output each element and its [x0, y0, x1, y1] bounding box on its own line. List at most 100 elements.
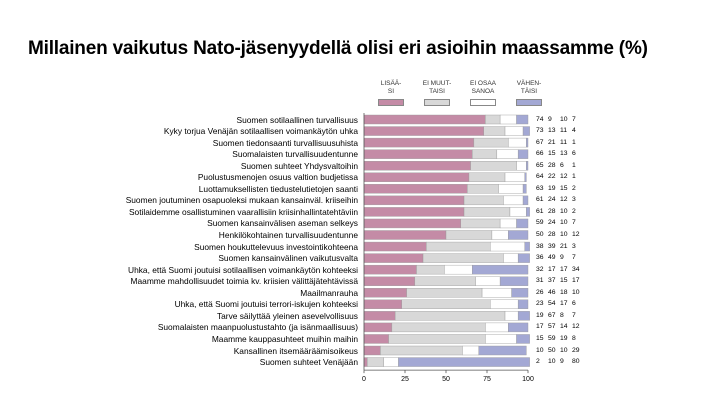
category-label: Suomen sotilaallinen turvallisuus: [236, 114, 358, 125]
bar-segment: [517, 149, 529, 159]
data-label: 9: [548, 115, 552, 123]
category-label: Maamme mahdollisuudet toimia kv. kriisie…: [130, 276, 358, 287]
data-label: 63: [536, 184, 544, 192]
data-label: 49: [548, 254, 556, 262]
bar-segment: [491, 230, 509, 240]
data-label: 10: [560, 219, 568, 227]
data-label: 10: [548, 358, 556, 366]
bar-segment: [422, 253, 504, 263]
bar-segment: [508, 322, 529, 333]
bar-segment: [363, 253, 424, 263]
bar-segment: [363, 172, 470, 182]
category-label: Maailmanrauha: [300, 287, 358, 298]
category-label: Kyky torjua Venäjän sotilaallisen voiman…: [163, 126, 358, 137]
data-label: 28: [548, 161, 556, 169]
data-label: 73: [536, 127, 544, 135]
bar-segment: [463, 207, 511, 217]
value-row: 23 54 17 6: [536, 300, 576, 307]
category-label: Suomen kansainvälisen aseman selkeys: [207, 218, 358, 229]
data-label: 65: [536, 161, 544, 169]
bar-segment: [499, 218, 517, 229]
data-label: 12: [560, 173, 568, 181]
category-label: Suomen tiedonsaanti turvallisuusuhista: [212, 137, 358, 148]
data-label: 1: [572, 173, 576, 181]
value-row: 61 28 10 2: [536, 208, 576, 215]
bar-segment: [522, 126, 530, 136]
bar-segment: [383, 357, 399, 367]
bar-segment: [496, 149, 519, 159]
bar-segment: [380, 345, 463, 356]
data-label: 3: [572, 242, 576, 250]
category-label: Tarve säilyttää yleinen asevelvollisuus: [216, 310, 358, 321]
bar-segment: [509, 207, 527, 217]
category-label: Sotilaidemme osallistuminen vaarallisiin…: [128, 206, 358, 217]
x-tick-label: 25: [401, 376, 409, 383]
bar-segment: [472, 149, 498, 159]
data-label: 29: [572, 346, 580, 354]
bar-segment: [363, 241, 427, 252]
data-label: 38: [536, 242, 544, 250]
bar-segment: [526, 207, 530, 217]
legend-item: VÄHEN- TÄISI: [507, 79, 551, 106]
legend-swatch: [378, 99, 404, 106]
bar-segment: [485, 334, 517, 344]
legend-item: LISÄÄ- SI: [369, 79, 413, 106]
data-label: 21: [548, 138, 556, 146]
legend-label: VÄHEN- TÄISI: [516, 80, 542, 95]
bar-segment: [467, 184, 499, 194]
value-row: 36 49 9 7: [536, 254, 576, 261]
data-label: 57: [548, 323, 556, 331]
data-label: 15: [536, 334, 544, 342]
value-row: 67 21 11 1: [536, 139, 576, 146]
data-label: 2: [572, 184, 576, 192]
value-row: 32 17 17 34: [536, 266, 580, 273]
bar-segment: [522, 195, 529, 206]
bar-segment: [526, 137, 529, 148]
category-label: Henkilökohtainen turvallisuudentunne: [218, 230, 358, 240]
bar-segment: [524, 172, 527, 182]
bar-segment: [490, 241, 525, 252]
bar-segment: [511, 288, 529, 298]
bar-segment: [516, 218, 529, 229]
data-label: 15: [560, 277, 568, 285]
bar-segment: [504, 311, 519, 321]
bar-segment: [517, 299, 529, 309]
bar-segment: [508, 137, 527, 148]
category-label: Luottamuksellisten tiedustelutietojen sa…: [198, 183, 358, 194]
data-label: 8: [560, 311, 564, 319]
bar-segment: [363, 230, 447, 240]
bar-segment: [485, 114, 501, 125]
data-label: 22: [548, 173, 556, 181]
bar-segment: [503, 195, 524, 206]
data-label: 10: [572, 288, 580, 296]
data-label: 18: [560, 288, 568, 296]
value-row: 61 24 12 3: [536, 196, 576, 203]
legend-item: EI MUUT- TAISI: [415, 79, 459, 106]
value-row: 2 10 9 80: [536, 358, 580, 365]
data-label: 12: [572, 231, 580, 238]
data-label: 34: [572, 265, 580, 273]
data-label: 59: [548, 334, 556, 342]
data-label: 14: [560, 323, 568, 331]
bar-segment: [363, 311, 396, 321]
data-label: 17: [572, 277, 580, 285]
category-label: Puolustusmenojen osuus valtion budjetiss…: [197, 172, 358, 183]
bar-segment: [363, 218, 461, 229]
category-label: Suomen joutuminen osapuoleksi mukaan kan…: [125, 195, 358, 206]
bar-segment: [462, 345, 479, 356]
category-label: Suomen suhteet Venäjään: [259, 357, 358, 368]
bar-segment: [444, 264, 473, 275]
legend-swatch: [424, 99, 450, 106]
bar-segment: [473, 137, 509, 148]
data-label: 61: [536, 207, 544, 215]
bar-segment: [406, 288, 483, 298]
bar-segment: [504, 126, 524, 136]
category-label: Uhka, että Suomi joutuisi sotilaallisen …: [128, 264, 358, 275]
data-label: 24: [548, 219, 556, 227]
bar-segment: [391, 322, 486, 333]
data-label: 36: [536, 254, 544, 262]
data-label: 50: [548, 346, 556, 354]
data-label: 37: [548, 277, 556, 285]
data-label: 10: [560, 207, 568, 215]
bar-segment: [490, 299, 519, 309]
